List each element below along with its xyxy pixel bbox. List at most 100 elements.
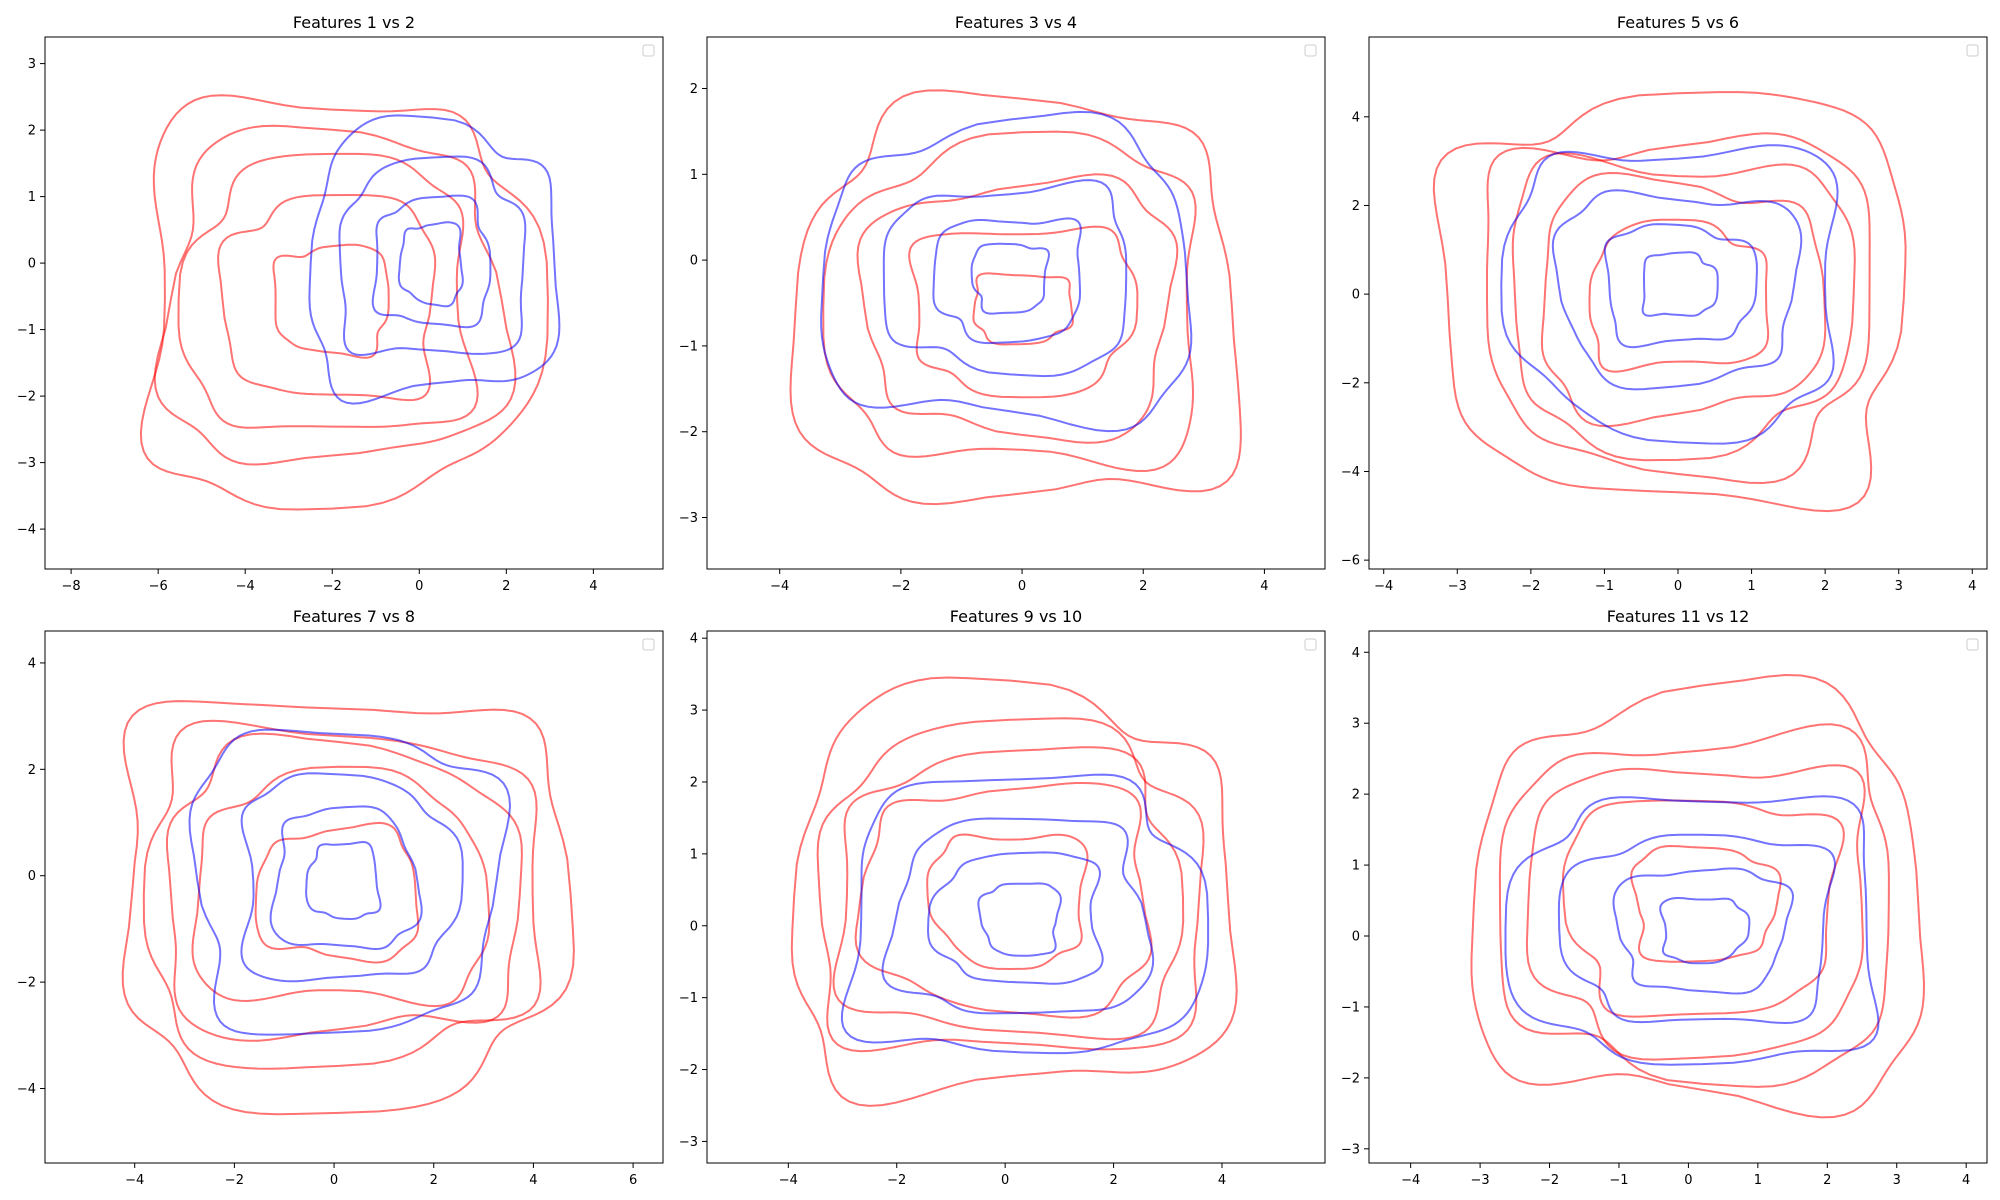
plot-area [139,94,561,511]
y-tick-label: −2 [1341,376,1360,391]
axes-frame [1368,36,1988,570]
x-tick-label: −1 [1595,579,1614,594]
blue-contour-level-4 [1641,251,1719,317]
x-tick-label: −4 [1374,579,1393,594]
x-tick-label: −6 [149,579,168,594]
y-tick-label: −2 [1341,1071,1360,1086]
y-tick-label: 1 [1352,859,1360,874]
red-contour-level-3 [166,732,523,1042]
plot-area [1470,673,1926,1119]
y-tick-label: 1 [690,168,698,183]
x-tick-label: 1 [1754,1173,1762,1188]
y-tick-label: 3 [1352,717,1360,732]
y-tick-label: −3 [679,511,698,526]
red-contour-level-1 [139,94,549,511]
legend-box [1304,44,1317,57]
red-contour-level-2 [1498,723,1890,1088]
blue-contour-level-1 [840,773,1210,1055]
blue-contour-level-1 [1500,144,1839,445]
y-tick-label: −1 [1341,1000,1360,1015]
x-tick-label: 4 [529,1173,537,1188]
subplot-title: Features 11 vs 12 [1607,607,1750,626]
x-tick-label: −2 [891,579,910,594]
subplot-6: Features 11 vs 12 −4 −3 −2 −1 0 1 2 3 4 −3 −2 −1 0 1 2… [1341,607,1988,1188]
red-contour-level-2 [1486,132,1871,485]
x-tick-label: −1 [1609,1173,1628,1188]
blue-contour-level-1 [308,114,561,405]
blue-contour-level-3 [1603,223,1758,349]
red-contour-level-3 [1525,764,1866,1061]
red-contour-level-4 [1540,171,1827,428]
subplot-title: Features 9 vs 10 [950,607,1082,626]
y-tick-label: −3 [17,456,36,471]
x-tick-label: 0 [1018,579,1026,594]
subplot-title: Features 7 vs 8 [293,607,415,626]
red-contour-level-5 [272,243,390,359]
blue-contour-level-2 [1557,833,1836,1025]
red-contour-level-1 [789,89,1242,506]
subplot-title: Features 3 vs 4 [955,13,1077,32]
red-contour-level-5 [1630,844,1782,963]
red-contour-level-1 [1432,91,1907,513]
plot-area [121,700,575,1116]
red-contour-level-5 [1588,218,1770,373]
y-tick-label: 0 [28,869,36,884]
x-tick-label: −4 [236,579,255,594]
y-tick-label: 1 [690,847,698,862]
blue-contour-level-3 [926,851,1104,985]
red-contour-level-3 [1511,152,1856,462]
y-tick-label: −1 [679,991,698,1006]
red-contour-level-3 [177,152,479,429]
y-tick-label: −2 [17,976,36,991]
x-tick-label: −2 [323,579,342,594]
y-tick-label: 1 [28,190,36,205]
plot-area [790,676,1238,1107]
axes-frame [44,36,664,570]
y-tick-label: 3 [28,57,36,72]
y-tick-label: −2 [679,1063,698,1078]
subplot-1: Features 1 vs 2 −8 −6 −4 −2 0 2 4 −4 −3 −2 −1 0 1 2 3 [17,13,664,594]
red-contour-level-4 [217,193,437,402]
blue-contour-level-3 [932,217,1082,345]
red-contour-level-1 [121,700,575,1116]
x-tick-label: 4 [1962,1173,1970,1188]
subplot-3: Features 5 vs 6 −4 −3 −2 −1 0 1 2 3 4 −6 −4 −2 0 2 4 [1341,13,1988,594]
y-tick-label: 2 [690,82,698,97]
red-contour-level-2 [822,130,1197,473]
y-tick-label: −1 [679,339,698,354]
x-tick-label: 0 [415,579,423,594]
blue-contour-level-3 [269,805,423,951]
blue-contour-level-4 [970,242,1051,315]
y-tick-label: −4 [1341,465,1360,480]
legend-box [1304,638,1317,651]
red-contour-level-2 [142,719,542,1070]
blue-contour-level-2 [240,772,464,983]
y-tick-label: 0 [28,257,36,272]
legend-box [1966,638,1979,651]
subplot-title: Features 1 vs 2 [293,13,415,32]
x-tick-label: 0 [1684,1173,1692,1188]
red-contour-level-3 [832,746,1185,1041]
blue-contour-level-1 [820,110,1193,433]
axes-frame [1368,630,1988,1164]
x-tick-label: −2 [225,1173,244,1188]
y-tick-label: 2 [1352,199,1360,214]
subplot-5: Features 9 vs 10 −4 −2 0 2 4 −3 −2 −1 0 1 2 3 4 [679,607,1326,1188]
red-contour-level-4 [1561,799,1845,1018]
blue-contour-level-1 [1504,795,1880,1066]
red-contour-level-1 [790,676,1238,1107]
y-tick-label: −2 [17,390,36,405]
y-tick-label: 0 [1352,288,1360,303]
x-tick-label: 3 [1895,579,1903,594]
x-tick-label: 2 [1823,1173,1831,1188]
blue-contour-level-2 [1551,189,1803,391]
blue-contour-level-4 [305,840,382,921]
x-tick-label: 2 [1139,579,1147,594]
y-tick-label: 2 [28,124,36,139]
y-tick-label: 2 [690,775,698,790]
x-tick-label: 4 [1218,1173,1226,1188]
subplot-4: Features 7 vs 8 −4 −2 0 2 4 6 −4 −2 0 2 4 [17,607,664,1188]
blue-contour-level-3 [1612,867,1795,995]
y-tick-label: 2 [28,763,36,778]
y-tick-label: 3 [690,704,698,719]
